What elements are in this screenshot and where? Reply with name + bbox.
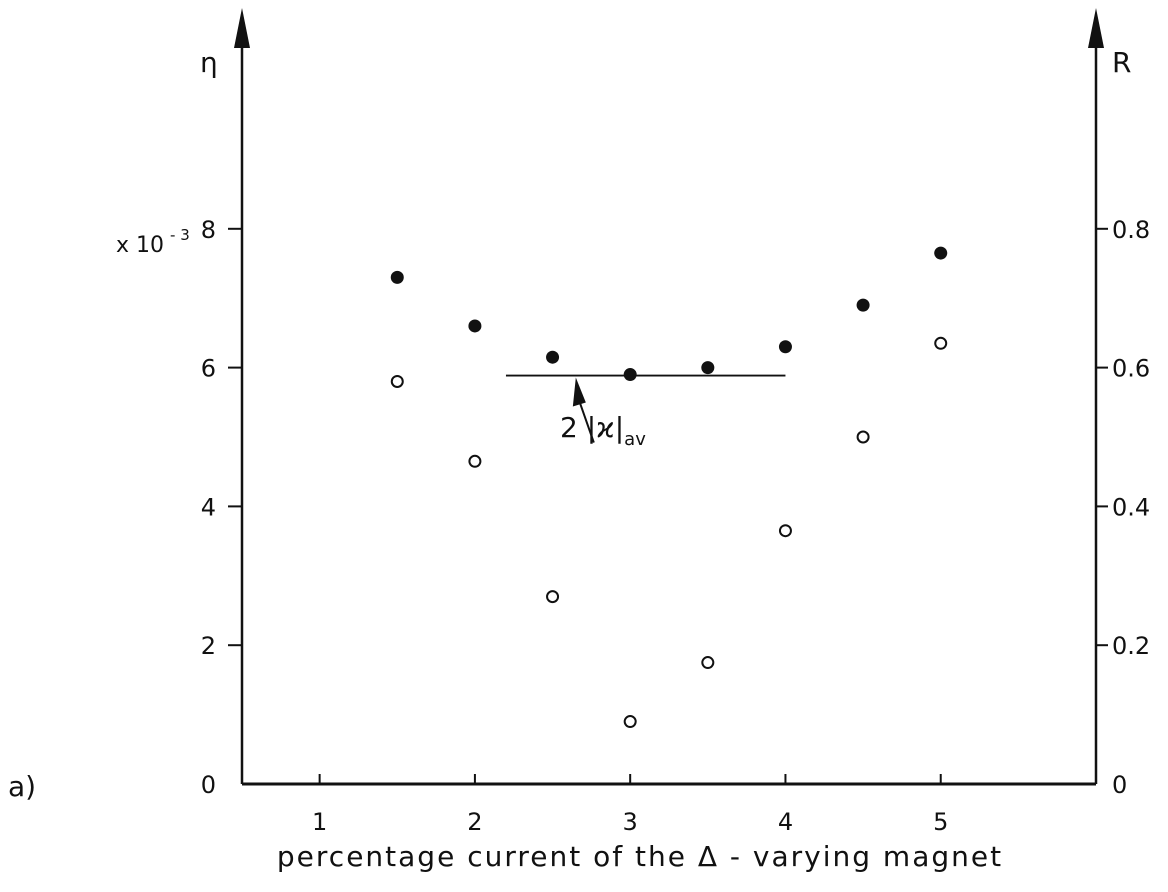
- axes: [234, 8, 1104, 786]
- open-data-point: [623, 715, 637, 729]
- panel-label: a): [8, 770, 36, 803]
- filled-data-point: [778, 340, 792, 354]
- filled-data-point: [856, 298, 870, 312]
- left-y-tick-label: 8: [201, 216, 216, 244]
- left-y-axis-label: η: [200, 46, 218, 79]
- right-y-tick-label: 0.8: [1112, 216, 1150, 244]
- right-y-axis-label: R: [1112, 46, 1131, 79]
- filled-data-point: [546, 350, 560, 364]
- right-y-ticks: 0 0.2 0.4 0.6 0.8: [1096, 216, 1150, 799]
- annotation-label-main: 2 |ϰ|: [560, 411, 624, 444]
- filled-data-point: [468, 319, 482, 333]
- right-y-tick-label: 0.4: [1112, 493, 1150, 521]
- left-axis-arrow: [234, 8, 250, 48]
- multiplier-exponent: - 3: [170, 226, 190, 244]
- filled-data-point: [701, 361, 715, 375]
- right-axis-arrow: [1088, 8, 1104, 48]
- x-tick-label: 4: [778, 808, 793, 836]
- x-tick-label: 5: [933, 808, 948, 836]
- x-ticks: 1 2 3 4 5: [312, 774, 948, 836]
- filled-data-point: [623, 368, 637, 382]
- x-tick-label: 3: [623, 808, 638, 836]
- filled-data-point: [390, 270, 404, 284]
- right-y-tick-label: 0: [1112, 771, 1127, 799]
- open-data-point: [390, 374, 404, 388]
- open-data-point: [778, 524, 792, 538]
- x-axis-label: percentage current of the Δ - varying ma…: [277, 840, 1003, 873]
- right-y-tick-label: 0.2: [1112, 632, 1150, 660]
- open-data-point: [468, 454, 482, 468]
- open-data-point: [856, 430, 870, 444]
- annotation: 2 |ϰ|av: [505, 374, 786, 450]
- annotation-label: 2 |ϰ|av: [560, 411, 646, 450]
- data-points: [390, 246, 948, 729]
- x-tick-label: 1: [312, 808, 327, 836]
- open-data-point: [934, 336, 948, 350]
- annotation-label-sub: av: [624, 429, 646, 450]
- left-y-multiplier: x 10 - 3: [116, 226, 190, 258]
- right-y-tick-label: 0.6: [1112, 355, 1150, 383]
- open-data-point: [701, 656, 715, 670]
- annotation-arrow-shaft: [578, 402, 595, 443]
- multiplier-base: x 10: [116, 233, 164, 258]
- annotation-arrowhead: [572, 377, 586, 407]
- left-y-tick-label: 6: [201, 355, 216, 383]
- left-y-tick-label: 2: [201, 632, 216, 660]
- open-data-point: [546, 590, 560, 604]
- x-tick-label: 2: [467, 808, 482, 836]
- left-y-ticks: 0 2 4 6 8: [201, 216, 242, 799]
- left-y-tick-label: 0: [201, 771, 216, 799]
- left-y-tick-label: 4: [201, 493, 216, 521]
- filled-data-point: [934, 246, 948, 260]
